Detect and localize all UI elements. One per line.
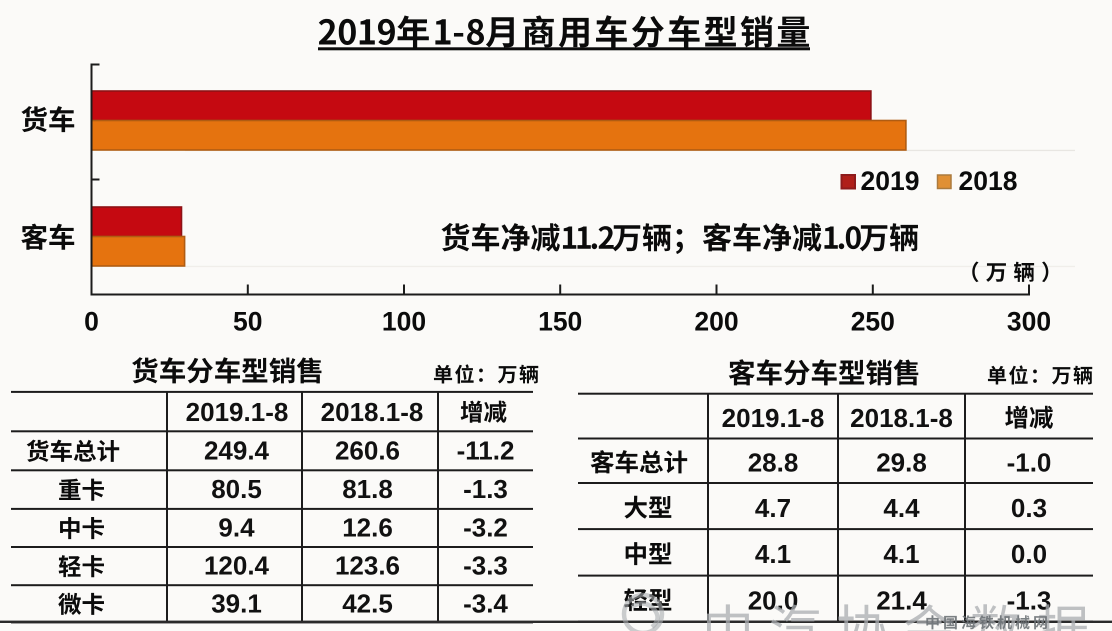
- svg-text:-3.4: -3.4: [463, 588, 508, 618]
- svg-text:39.1: 39.1: [211, 588, 262, 618]
- svg-text:2019: 2019: [861, 166, 920, 196]
- svg-text:-3.3: -3.3: [463, 551, 508, 581]
- svg-text:12.6: 12.6: [342, 513, 393, 543]
- svg-text:0: 0: [84, 307, 99, 337]
- svg-text:42.5: 42.5: [342, 588, 393, 618]
- svg-text:4.1: 4.1: [883, 539, 919, 569]
- svg-text:9.4: 9.4: [218, 513, 255, 543]
- svg-text:4.4: 4.4: [883, 493, 920, 523]
- svg-text:249.4: 249.4: [204, 435, 270, 465]
- svg-text:2018: 2018: [959, 166, 1018, 196]
- svg-text:-3.2: -3.2: [463, 513, 508, 543]
- svg-text:4.7: 4.7: [755, 493, 791, 523]
- svg-text:29.8: 29.8: [876, 448, 927, 478]
- svg-text:2019.1-8: 2019.1-8: [722, 403, 825, 433]
- svg-text:200: 200: [694, 307, 738, 337]
- svg-text:150: 150: [538, 307, 582, 337]
- svg-text:2018.1-8: 2018.1-8: [321, 397, 424, 427]
- svg-text:2018.1-8: 2018.1-8: [850, 403, 953, 433]
- svg-text:0.3: 0.3: [1011, 493, 1047, 523]
- svg-text:50: 50: [233, 307, 262, 337]
- svg-text:250: 250: [851, 307, 895, 337]
- svg-text:80.5: 80.5: [211, 474, 262, 504]
- svg-text:300: 300: [1007, 307, 1051, 337]
- svg-text:2019.1-8: 2019.1-8: [186, 397, 289, 427]
- svg-text:123.6: 123.6: [335, 551, 400, 581]
- svg-text:100: 100: [382, 307, 426, 337]
- svg-text:20.0: 20.0: [748, 585, 799, 615]
- svg-text:260.6: 260.6: [335, 435, 400, 465]
- svg-text:-11.2: -11.2: [457, 435, 515, 465]
- svg-text:4.1: 4.1: [755, 539, 791, 569]
- svg-text:-1.3: -1.3: [1007, 585, 1052, 615]
- svg-text:0.0: 0.0: [1011, 539, 1047, 569]
- svg-text:28.8: 28.8: [748, 448, 799, 478]
- svg-text:120.4: 120.4: [204, 551, 270, 581]
- svg-text:81.8: 81.8: [342, 474, 393, 504]
- svg-text:-1.3: -1.3: [463, 474, 508, 504]
- svg-text:21.4: 21.4: [876, 585, 927, 615]
- svg-text:-1.0: -1.0: [1007, 448, 1052, 478]
